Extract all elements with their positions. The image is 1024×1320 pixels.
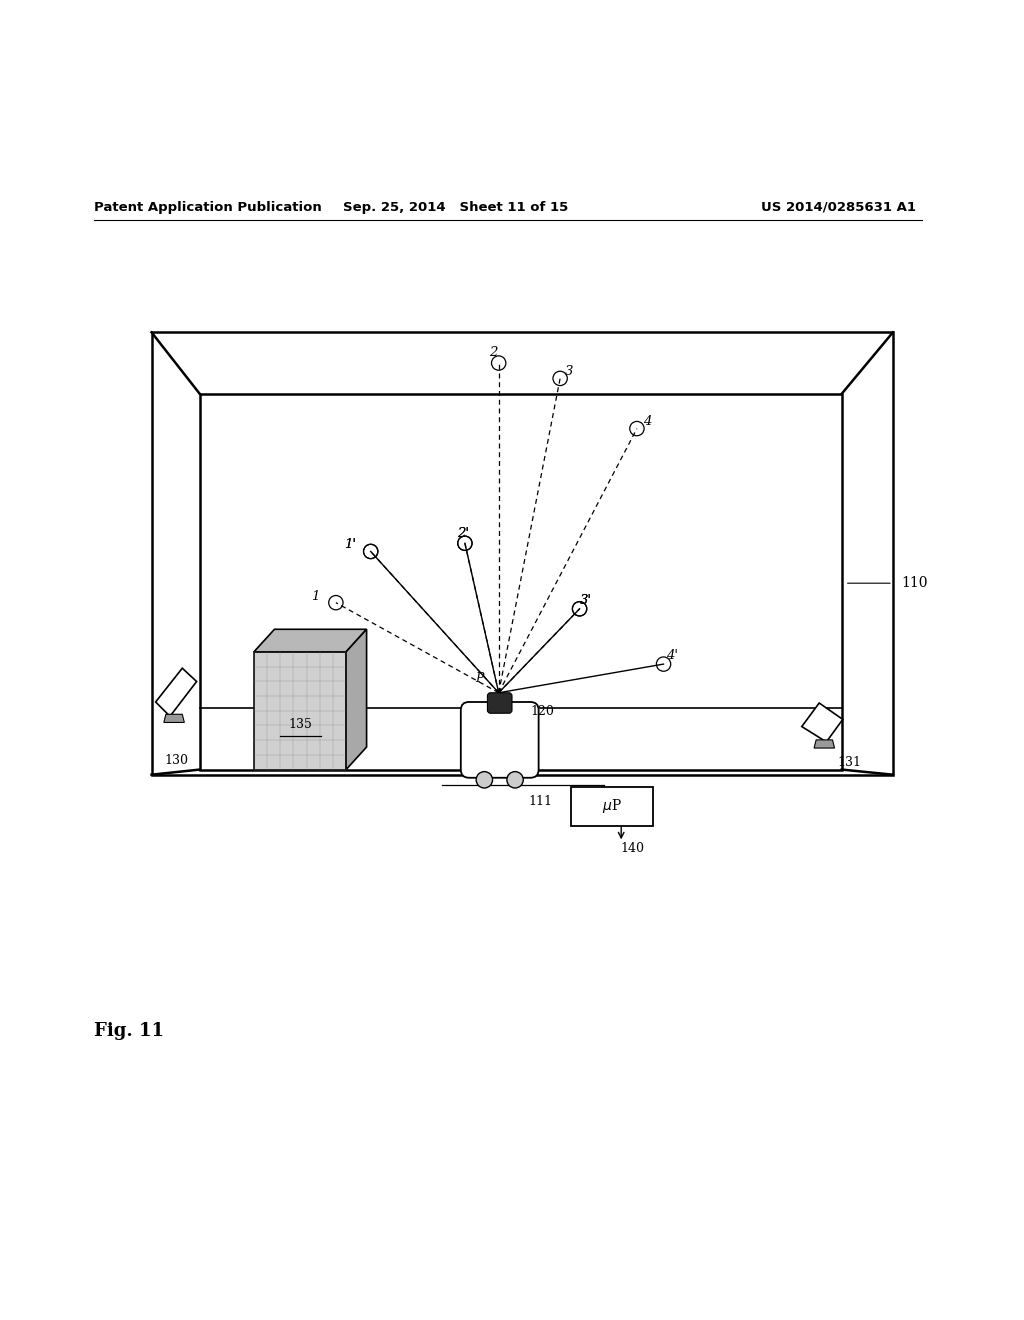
Text: Fig. 11: Fig. 11 [94, 1022, 164, 1040]
FancyBboxPatch shape [487, 693, 512, 713]
Text: $\mu$P: $\mu$P [602, 797, 623, 816]
Text: 120: 120 [530, 705, 554, 718]
Text: 111: 111 [528, 795, 553, 808]
Polygon shape [814, 741, 835, 748]
Text: 2': 2' [457, 527, 469, 540]
Text: 110: 110 [901, 577, 928, 590]
Text: P: P [475, 672, 483, 685]
Text: US 2014/0285631 A1: US 2014/0285631 A1 [762, 201, 916, 214]
Text: 105: 105 [487, 731, 512, 744]
Text: Sep. 25, 2014   Sheet 11 of 15: Sep. 25, 2014 Sheet 11 of 15 [343, 201, 568, 214]
FancyBboxPatch shape [571, 787, 653, 826]
Polygon shape [254, 652, 346, 770]
Text: 2: 2 [489, 346, 498, 359]
Circle shape [507, 772, 523, 788]
Text: Patent Application Publication: Patent Application Publication [94, 201, 322, 214]
Text: 4': 4' [666, 649, 678, 663]
Text: 4: 4 [643, 414, 651, 428]
Text: 3': 3' [580, 594, 592, 607]
Text: 130: 130 [164, 754, 188, 767]
FancyBboxPatch shape [461, 702, 539, 777]
Polygon shape [156, 668, 197, 717]
Polygon shape [346, 630, 367, 770]
Polygon shape [802, 704, 843, 742]
Polygon shape [254, 630, 367, 652]
Circle shape [476, 772, 493, 788]
Text: 1: 1 [311, 590, 319, 603]
Text: 3: 3 [565, 364, 573, 378]
Text: 1': 1' [344, 537, 356, 550]
Text: 140: 140 [621, 842, 645, 855]
Text: 135: 135 [288, 718, 312, 731]
Text: 1': 1' [344, 537, 356, 550]
Text: 131: 131 [838, 756, 861, 770]
Text: 2': 2' [457, 527, 469, 540]
Polygon shape [164, 714, 184, 722]
Text: 3': 3' [580, 594, 592, 607]
